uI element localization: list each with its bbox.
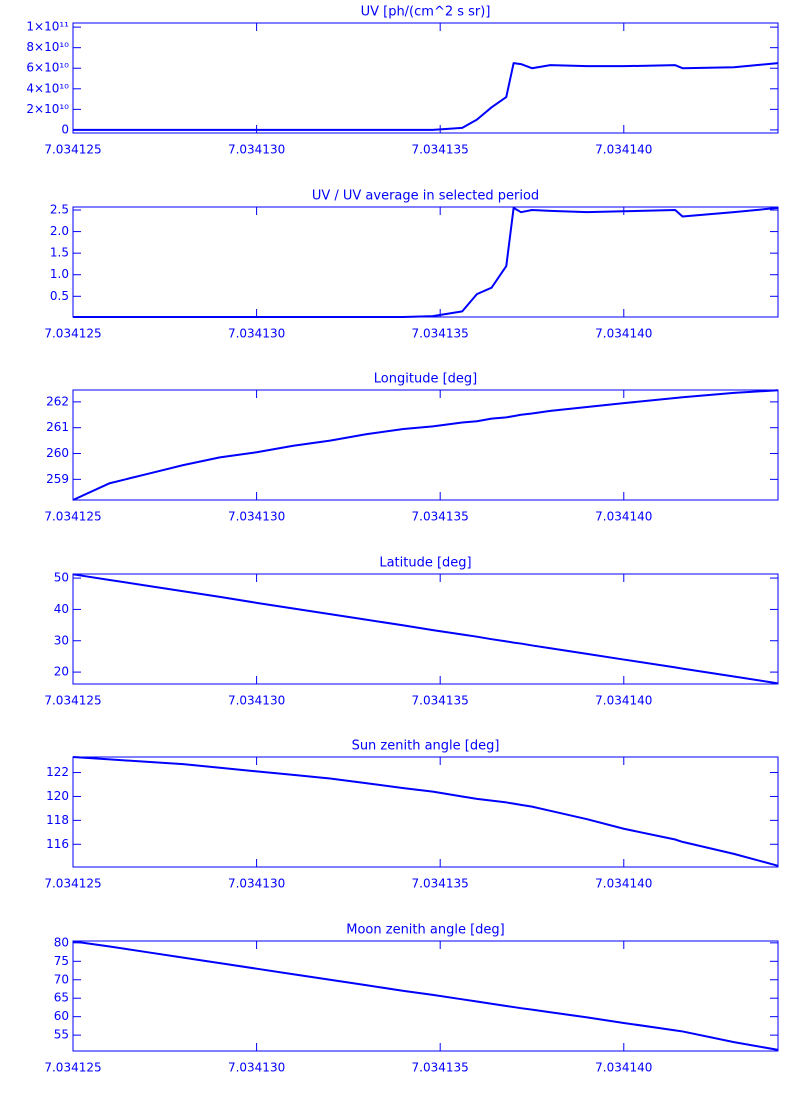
plot-frame [72, 940, 779, 1052]
y-tick-label: 1.0 [50, 267, 69, 281]
y-tick-label: 75 [54, 954, 69, 968]
x-tick-label: 7.034135 [412, 1061, 469, 1075]
panel-title: UV / UV average in selected period [312, 189, 539, 204]
y-tick-label: 118 [46, 813, 69, 827]
y-tick-label: 2×10¹⁰ [26, 102, 69, 116]
x-tick-label: 7.034125 [44, 510, 101, 524]
x-tick-label: 7.034130 [228, 694, 285, 708]
x-tick-label: 7.034140 [595, 1061, 652, 1075]
data-line [73, 206, 779, 318]
data-line [72, 389, 779, 501]
x-tick-label: 7.034125 [44, 1061, 101, 1075]
y-tick-label: 55 [54, 1028, 69, 1042]
x-tick-label: 7.034135 [412, 877, 469, 891]
y-tick-label: 4×10¹⁰ [26, 81, 69, 95]
y-tick-label: 120 [46, 789, 69, 803]
x-tick-label: 7.034140 [595, 694, 652, 708]
y-tick-label: 40 [54, 602, 69, 616]
y-tick-label: 65 [54, 991, 69, 1005]
y-tick-label: 2.5 [50, 203, 69, 217]
data-line [72, 756, 779, 867]
y-tick-label: 6×10¹⁰ [26, 61, 69, 75]
x-tick-label: 7.034125 [44, 327, 101, 341]
x-tick-label: 7.034130 [228, 327, 285, 341]
y-tick-label: 50 [54, 571, 69, 585]
y-tick-label: 80 [54, 935, 69, 949]
x-tick-label: 7.034125 [44, 143, 101, 157]
x-tick-label: 7.034140 [595, 327, 652, 341]
x-tick-label: 7.034140 [595, 877, 652, 891]
y-tick-label: 0.5 [50, 289, 69, 303]
panel-title: Moon zenith angle [deg] [346, 923, 504, 938]
y-tick-label: 261 [46, 420, 69, 434]
y-tick-label: 0 [61, 122, 69, 136]
x-tick-label: 7.034135 [412, 327, 469, 341]
data-line [72, 573, 779, 685]
x-tick-label: 7.034130 [228, 510, 285, 524]
x-tick-label: 7.034130 [228, 1061, 285, 1075]
panel-title: Sun zenith angle [deg] [352, 739, 500, 754]
x-tick-label: 7.034125 [44, 877, 101, 891]
x-tick-label: 7.034130 [228, 877, 285, 891]
plot-frame [72, 389, 779, 501]
x-tick-label: 7.034135 [412, 510, 469, 524]
y-tick-label: 259 [46, 472, 69, 486]
x-tick-label: 7.034125 [44, 694, 101, 708]
panel-title: Latitude [deg] [379, 556, 471, 571]
data-line [73, 62, 779, 131]
y-tick-label: 262 [46, 394, 69, 408]
plot-frame [72, 573, 779, 685]
panel-title: UV [ph/(cm^2 s sr)] [361, 5, 491, 20]
x-tick-label: 7.034135 [412, 694, 469, 708]
panel-title: Longitude [deg] [374, 372, 477, 387]
x-tick-label: 7.034140 [595, 510, 652, 524]
y-tick-label: 8×10¹⁰ [26, 40, 69, 54]
y-tick-label: 1.5 [50, 246, 69, 260]
y-tick-label: 1×10¹¹ [26, 20, 69, 34]
x-tick-label: 7.034130 [228, 143, 285, 157]
y-tick-label: 122 [46, 765, 69, 779]
y-tick-label: 60 [54, 1009, 69, 1023]
plot-frame [72, 22, 779, 134]
data-line [72, 940, 779, 1051]
x-tick-label: 7.034135 [412, 143, 469, 157]
y-tick-label: 70 [54, 972, 69, 986]
y-tick-label: 116 [46, 837, 69, 851]
y-tick-label: 20 [54, 665, 69, 679]
y-tick-label: 2.0 [50, 224, 69, 238]
x-tick-label: 7.034140 [595, 143, 652, 157]
plot-frame [72, 756, 779, 868]
plot-frame [72, 206, 779, 318]
y-tick-label: 30 [54, 633, 69, 647]
y-tick-label: 260 [46, 446, 69, 460]
